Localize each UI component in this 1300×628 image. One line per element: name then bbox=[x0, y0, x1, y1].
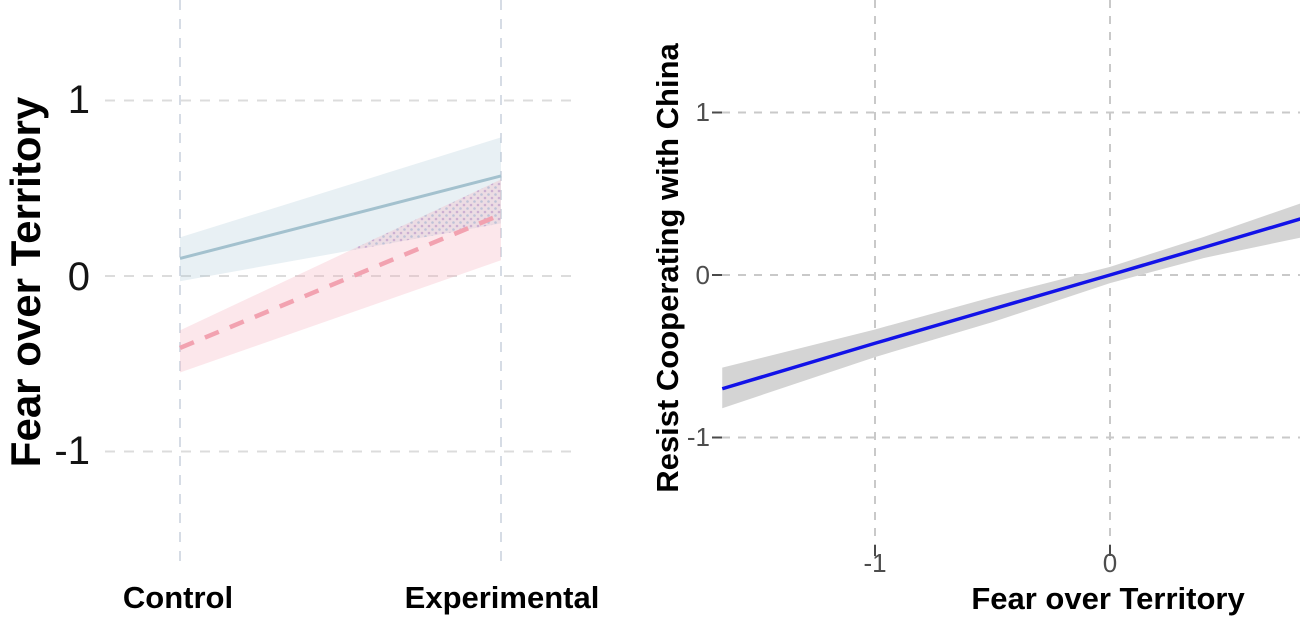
left-chart bbox=[105, 0, 575, 565]
right-chart bbox=[712, 0, 1300, 556]
x-category-experimental: Experimental bbox=[404, 580, 600, 615]
x-category-control: Control bbox=[122, 580, 234, 615]
right-xtick-neg1: -1 bbox=[863, 548, 887, 578]
right-xtick-0: 0 bbox=[1102, 548, 1118, 578]
right-x-axis-title: Fear over Territory bbox=[971, 581, 1245, 616]
left-ytick-1: 1 bbox=[67, 78, 90, 122]
right-ytick-1: 1 bbox=[695, 97, 710, 127]
right-ytick-0: 0 bbox=[695, 260, 710, 290]
left-ytick-0: 0 bbox=[67, 255, 90, 299]
right-ytick-neg1: -1 bbox=[686, 422, 710, 452]
left-ytick-neg1: -1 bbox=[54, 429, 90, 473]
